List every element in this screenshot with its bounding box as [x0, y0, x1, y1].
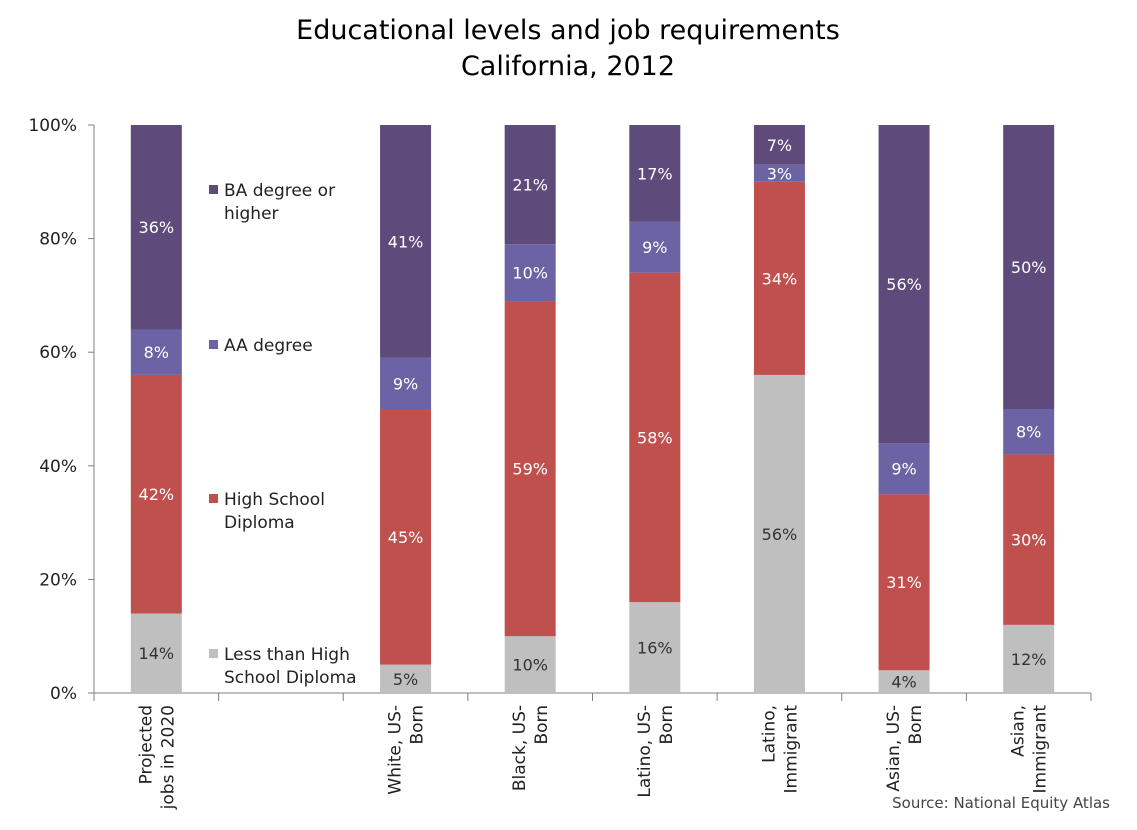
data-label: 8%	[1016, 423, 1041, 442]
axes: 0% 20% 40% 60% 80% 100% Projected jobs in 2020 W…	[28, 116, 1092, 810]
legend-swatch	[209, 340, 218, 349]
legend-label: Diploma	[224, 513, 295, 533]
x-tick-label: Born	[532, 705, 552, 745]
bar-segment	[380, 357, 432, 409]
data-label: 9%	[393, 374, 418, 393]
bar-segment	[504, 125, 556, 245]
bar-segment	[130, 329, 182, 375]
data-label: 59%	[512, 460, 548, 479]
data-label: 50%	[1011, 258, 1047, 277]
data-label: 36%	[139, 218, 175, 237]
y-tick-label: 0%	[50, 684, 77, 704]
legend-swatch	[209, 649, 218, 658]
legend-swatch	[209, 494, 218, 503]
bar-segment	[753, 374, 805, 693]
x-tick-label: Immigrant	[781, 705, 801, 794]
data-label: 7%	[767, 136, 792, 155]
x-tick-label: Born	[408, 705, 428, 745]
legend-swatch	[209, 185, 218, 194]
legend: BA degree or higher AA degree High School Di…	[209, 181, 357, 688]
bar-segment	[1003, 409, 1055, 455]
bar-segment	[629, 602, 681, 693]
legend-label: BA degree or	[224, 181, 335, 201]
x-tick-label: Asian, US-	[884, 705, 904, 792]
data-label: 8%	[144, 343, 169, 362]
data-label: 14%	[139, 644, 175, 663]
data-label: 9%	[891, 460, 916, 479]
x-tick-label: Immigrant	[1031, 705, 1051, 794]
bar-segment	[504, 301, 556, 637]
x-tick-label: White, US-	[386, 705, 406, 795]
data-label: 34%	[762, 269, 798, 288]
x-tick-label: Born	[657, 705, 677, 745]
legend-label: Less than High	[224, 645, 350, 665]
data-label: 16%	[637, 639, 673, 658]
x-tick-label: Latino,	[759, 705, 779, 763]
bar-segment	[380, 409, 432, 665]
bar-segment	[380, 664, 432, 693]
x-tick-label: Projected	[136, 705, 156, 784]
y-tick-label: 40%	[39, 457, 77, 477]
data-label: 10%	[512, 264, 548, 283]
bar-segment	[878, 670, 930, 693]
bar-segment	[753, 125, 805, 165]
data-label: 56%	[886, 275, 922, 294]
chart-title: Educational levels and job requirements	[296, 15, 840, 46]
bar-segment	[878, 443, 930, 495]
y-tick-label: 80%	[39, 230, 77, 250]
x-tick-label: Born	[906, 705, 926, 745]
y-tick-label: 100%	[28, 116, 77, 136]
legend-label: AA degree	[224, 336, 313, 356]
data-label: 30%	[1011, 531, 1047, 550]
source-note: Source: National Equity Atlas	[892, 794, 1110, 812]
bar-segment	[504, 636, 556, 693]
x-tick-label: jobs in 2020	[158, 705, 178, 810]
x-tick-label: Latino, US-	[635, 705, 655, 798]
bar-segment	[130, 374, 182, 614]
bar-segment	[629, 125, 681, 222]
x-tick-label: Asian,	[1009, 705, 1029, 757]
data-label: 45%	[388, 528, 424, 547]
data-label: 41%	[388, 232, 424, 251]
bar-segment	[753, 164, 805, 182]
bar-segment	[504, 244, 556, 302]
bar-segment	[1003, 454, 1055, 625]
bar-segment	[878, 494, 930, 671]
legend-label: High School	[224, 490, 325, 510]
data-label: 17%	[637, 164, 673, 183]
bar-segment	[753, 181, 805, 375]
data-label: 58%	[637, 428, 673, 447]
legend-label: higher	[224, 204, 279, 224]
y-tick-label: 20%	[39, 570, 77, 590]
bar-segment	[130, 613, 182, 693]
bar-segment	[878, 125, 930, 444]
data-label: 4%	[891, 673, 916, 692]
data-label: 31%	[886, 573, 922, 592]
data-label: 3%	[767, 164, 792, 183]
data-label: 10%	[512, 656, 548, 675]
data-label: 56%	[762, 525, 798, 544]
legend-label: School Diploma	[224, 668, 357, 688]
data-label: 12%	[1011, 650, 1047, 669]
bar-segment	[380, 125, 432, 358]
data-label: 42%	[139, 485, 175, 504]
x-tick-label: Black, US-	[510, 705, 530, 791]
data-label: 9%	[642, 238, 667, 257]
data-label: 5%	[393, 670, 418, 689]
y-tick-label: 60%	[39, 343, 77, 363]
bar-segment	[130, 125, 182, 330]
bars: 14% 42% 8% 36% 5% 45% 9% 41% 10% 59% 10% 21% 16% 58% 9…	[130, 125, 1055, 693]
bar-segment	[1003, 125, 1055, 409]
bar-segment	[1003, 624, 1055, 693]
data-label: 21%	[512, 176, 548, 195]
bar-segment	[629, 221, 681, 273]
bar-segment	[629, 272, 681, 603]
chart-subtitle: California, 2012	[461, 51, 675, 82]
